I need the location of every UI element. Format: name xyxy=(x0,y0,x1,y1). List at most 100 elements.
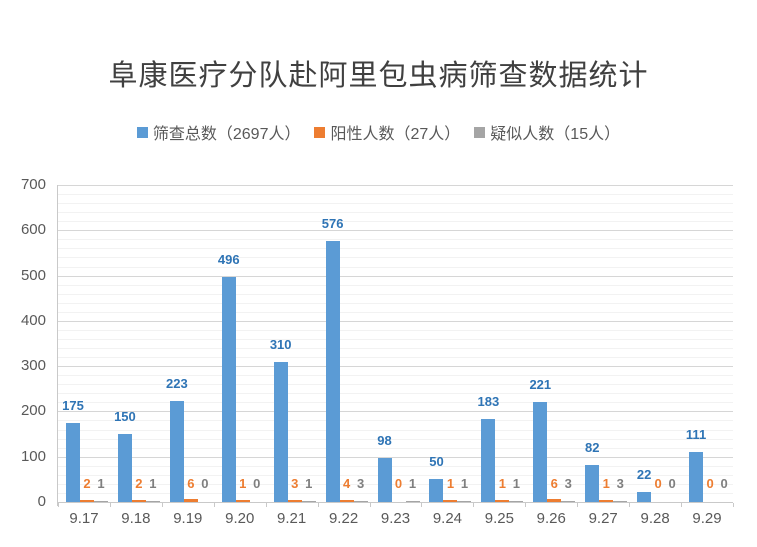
bar-label-suspected: 0 xyxy=(201,476,209,491)
x-axis-tick xyxy=(317,503,319,507)
gridline-minor xyxy=(58,492,733,494)
x-axis-tick xyxy=(733,503,734,507)
bar-label-suspected: 1 xyxy=(149,476,157,491)
bar-label-positive: 3 xyxy=(291,476,299,491)
gridline-major xyxy=(58,275,733,277)
bar-positive xyxy=(547,499,562,502)
x-axis-tick xyxy=(629,503,631,507)
bar-label-suspected: 1 xyxy=(460,476,469,491)
bar-label-positive: 0 xyxy=(706,476,714,491)
bar-label-suspected: 1 xyxy=(512,476,520,491)
bar-total xyxy=(637,492,652,502)
bar-label-suspected: 1 xyxy=(305,476,313,491)
bar-label-positive: 1 xyxy=(446,476,455,491)
gridline-minor xyxy=(58,375,733,377)
gridline-minor xyxy=(58,483,733,485)
x-axis-label: 9.23 xyxy=(380,510,411,527)
gridline-minor xyxy=(58,203,733,205)
gridline-major xyxy=(58,230,733,232)
gridline-minor xyxy=(58,474,733,476)
gridline-minor xyxy=(58,266,733,268)
bar-total xyxy=(481,419,496,502)
chart-legend: 筛查总数（2697人） 阳性人数（27人） 疑似人数（15人） xyxy=(0,120,757,144)
bar-label-total: 223 xyxy=(165,376,188,391)
bar-positive xyxy=(339,499,354,502)
x-axis-label: 9.24 xyxy=(432,510,463,527)
gridline-minor xyxy=(58,221,733,223)
legend-swatch-suspected-icon xyxy=(474,126,486,138)
bar-label-suspected: 3 xyxy=(564,476,572,491)
gridline-minor xyxy=(58,212,733,214)
bar-total xyxy=(169,401,184,502)
legend-label-suspected: 疑似人数（15人） xyxy=(490,126,621,143)
x-axis-tick xyxy=(473,503,475,507)
x-axis-tick xyxy=(213,503,215,507)
gridline-minor xyxy=(58,348,733,350)
gridline-major xyxy=(58,185,733,186)
bar-label-total: 576 xyxy=(321,216,344,232)
bar-total xyxy=(66,422,80,502)
bar-total xyxy=(221,277,236,502)
bar-total xyxy=(273,361,288,502)
y-axis-label: 300 xyxy=(20,357,46,375)
bar-label-suspected: 0 xyxy=(668,476,676,491)
bar-total xyxy=(429,479,444,502)
bar-total xyxy=(585,464,600,502)
bar-label-positive: 1 xyxy=(602,476,610,491)
x-axis-tick xyxy=(421,503,423,507)
x-axis-label: 9.25 xyxy=(484,510,514,527)
bar-positive xyxy=(287,499,302,502)
gridline-major xyxy=(58,320,733,322)
gridline-minor xyxy=(58,402,733,404)
x-axis-line xyxy=(57,502,733,503)
bar-total xyxy=(689,451,704,502)
bar-label-total: 496 xyxy=(217,252,240,268)
bar-label-positive: 1 xyxy=(498,476,506,491)
y-axis-label: 200 xyxy=(20,402,46,420)
gridline-minor xyxy=(58,384,733,386)
gridline-minor xyxy=(58,393,733,395)
gridline-minor xyxy=(58,338,733,340)
x-axis-tick xyxy=(525,503,527,507)
bar-label-total: 183 xyxy=(477,394,500,410)
bar-label-total: 22 xyxy=(636,467,652,483)
x-axis-tick xyxy=(58,503,59,507)
x-axis-label: 9.28 xyxy=(640,510,670,527)
x-axis-tick xyxy=(369,503,371,507)
bar-label-suspected: 0 xyxy=(253,476,261,491)
bar-label-positive: 2 xyxy=(135,476,143,491)
gridline-minor xyxy=(58,420,733,422)
bar-positive xyxy=(495,499,510,502)
bar-positive xyxy=(599,499,614,502)
bar-label-total: 310 xyxy=(269,336,292,352)
gridline-minor xyxy=(58,465,733,467)
bar-label-total: 82 xyxy=(584,439,600,455)
x-axis-tick xyxy=(109,503,111,507)
bar-positive xyxy=(443,499,458,502)
bar-suspected xyxy=(301,501,316,502)
bar-suspected xyxy=(613,500,628,502)
gridline-major xyxy=(58,366,733,368)
x-axis-label: 9.21 xyxy=(277,510,307,527)
gridline-minor xyxy=(58,194,733,196)
gridline-minor xyxy=(58,447,733,449)
gridline-minor xyxy=(58,357,733,359)
x-axis-tick xyxy=(265,503,267,507)
bar-total xyxy=(377,457,392,502)
gridline-minor xyxy=(58,284,733,286)
bar-suspected xyxy=(353,500,368,502)
gridline-minor xyxy=(58,302,733,304)
bar-label-suspected: 0 xyxy=(720,476,728,491)
bar-label-suspected: 1 xyxy=(408,476,417,491)
x-axis-label: 9.27 xyxy=(588,510,618,527)
legend-item-positive: 阳性人数（27人） xyxy=(314,120,460,144)
bar-total xyxy=(325,241,340,502)
chart-title: 阜康医疗分队赴阿里包虫病筛查数据统计 xyxy=(108,60,649,92)
x-axis-label: 9.18 xyxy=(121,510,151,527)
gridline-minor xyxy=(58,438,733,440)
x-axis-label: 9.29 xyxy=(692,510,722,527)
y-axis-label: 0 xyxy=(37,493,46,510)
bar-label-total: 50 xyxy=(429,454,444,470)
x-axis-label: 9.17 xyxy=(69,510,99,527)
